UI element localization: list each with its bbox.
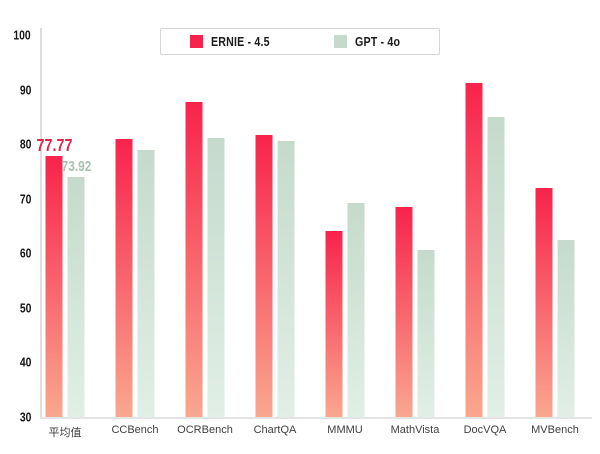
- bar-pair: [395, 35, 435, 417]
- y-axis-line: [40, 28, 42, 418]
- bar-pair: [115, 35, 155, 417]
- x-category-label: MMMU: [327, 424, 363, 436]
- legend-item-ernie: ERNIE - 4.5: [189, 34, 283, 49]
- bar-value-label: 73.92: [61, 158, 91, 175]
- bar-gpt: [417, 250, 435, 417]
- bar-gpt: [557, 240, 575, 417]
- bar-ernie: [535, 188, 553, 417]
- bar-ernie: [115, 139, 133, 417]
- bar-ernie: [465, 83, 483, 417]
- y-tick-label: 90: [19, 82, 31, 98]
- legend-swatch-ernie: [189, 35, 203, 48]
- bar-pair: [185, 35, 225, 417]
- bar-gpt: 73.92: [61, 160, 91, 417]
- x-category-label: MathVista: [390, 424, 440, 436]
- y-tick-label: 30: [19, 409, 31, 425]
- bar-ernie: 77.77: [36, 136, 72, 417]
- y-axis: 100 90 80 70 60 50 40 30: [0, 28, 31, 425]
- bar-gpt: [207, 137, 225, 417]
- bar-gpt: [347, 202, 365, 417]
- bar-ernie: [325, 230, 343, 417]
- bar-group: 77.77 73.92 平均值: [30, 35, 100, 439]
- bar-group: MVBench: [520, 35, 590, 436]
- bar-group: MathVista: [380, 35, 450, 436]
- legend-item-gpt: GPT - 4o: [334, 34, 410, 49]
- bar-group: CCBench: [100, 35, 170, 436]
- x-category-label: MVBench: [531, 424, 579, 436]
- legend-label-gpt: GPT - 4o: [355, 34, 401, 49]
- bar-group: MMMU: [310, 35, 380, 436]
- y-tick-label: 80: [19, 136, 31, 152]
- y-tick-label: 70: [19, 191, 31, 207]
- bar-pair: [535, 35, 575, 417]
- x-category-label: 平均值: [48, 427, 82, 439]
- legend-label-ernie: ERNIE - 4.5: [210, 34, 270, 49]
- x-category-label: CCBench: [111, 424, 159, 436]
- y-tick-label: 60: [19, 245, 31, 261]
- x-axis-line: [40, 417, 592, 419]
- bar-value-label: 77.77: [36, 134, 72, 155]
- bar-group: ChartQA: [240, 35, 310, 436]
- y-tick-label: 100: [13, 27, 31, 43]
- bar-gpt: [137, 150, 155, 417]
- bar-group: OCRBench: [170, 35, 240, 436]
- x-category-label: OCRBench: [177, 424, 233, 436]
- bar-gpt: [487, 116, 505, 417]
- bar-pair: 77.77 73.92: [36, 35, 91, 417]
- legend: ERNIE - 4.5 GPT - 4o: [160, 28, 440, 55]
- plot-area: 77.77 73.92 平均值 CCBench OCRBench ChartQA MMMU M…: [30, 35, 590, 439]
- bar-ernie: [395, 207, 413, 417]
- x-category-label: ChartQA: [253, 424, 297, 436]
- x-category-label: DocVQA: [463, 424, 507, 436]
- bar-pair: [465, 35, 505, 417]
- y-tick-label: 40: [19, 354, 31, 370]
- bar-pair: [325, 35, 365, 417]
- bar-ernie: [185, 102, 203, 417]
- bar-ernie: [255, 134, 273, 417]
- y-tick-label: 50: [19, 300, 31, 316]
- bar-gpt: [277, 141, 295, 417]
- legend-swatch-gpt: [334, 35, 348, 48]
- bar-group: DocVQA: [450, 35, 520, 436]
- bar-pair: [255, 35, 295, 417]
